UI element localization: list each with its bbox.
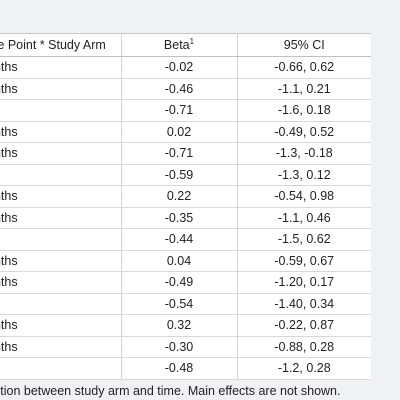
- row-ci: -1.3, 0.12: [236, 164, 371, 186]
- row-ci: -1.5, 0.62: [236, 228, 371, 251]
- row-label: onths: [0, 207, 121, 229]
- row-label: onths: [0, 78, 121, 100]
- table-row: ar-0.59-1.3, 0.12: [0, 164, 371, 186]
- row-beta: -0.59: [120, 164, 237, 186]
- table-row: ar-0.44-1.5, 0.62: [0, 228, 371, 251]
- table-row: onths-0.02-0.66, 0.62: [0, 56, 371, 79]
- row-label: onths: [0, 121, 121, 143]
- row-label: onths: [0, 271, 121, 294]
- row-ci: -1.3, -0.18: [236, 142, 371, 165]
- row-label: onths: [0, 185, 121, 208]
- row-beta: -0.02: [120, 56, 237, 79]
- table-row: onths-0.35-1.1, 0.46: [0, 207, 371, 229]
- table-header-row: me Point * Study Arm Beta1 95% CI: [0, 33, 371, 57]
- row-beta: -0.44: [120, 228, 237, 251]
- table-row: onths0.22-0.54, 0.98: [0, 185, 371, 208]
- row-ci: -0.66, 0.62: [236, 56, 371, 79]
- results-table: me Point * Study Arm Beta1 95% CI onths-…: [0, 33, 371, 380]
- header-95-ci: 95% CI: [236, 33, 371, 57]
- table-row: onths-0.71-1.3, -0.18: [0, 142, 371, 165]
- row-beta: -0.54: [120, 293, 237, 315]
- row-ci: -1.2, 0.28: [236, 357, 371, 380]
- row-beta: 0.02: [120, 121, 237, 143]
- table-row: onths0.02-0.49, 0.52: [0, 121, 371, 143]
- table-body: onths-0.02-0.66, 0.62onths-0.46-1.1, 0.2…: [0, 56, 371, 380]
- row-label: onths: [0, 142, 121, 165]
- row-ci: -1.1, 0.46: [236, 207, 371, 229]
- row-label: ar: [0, 228, 121, 251]
- header-beta: Beta1: [120, 33, 237, 57]
- row-beta: -0.48: [120, 357, 237, 380]
- table-row: onths0.04-0.59, 0.67: [0, 250, 371, 272]
- row-ci: -1.40, 0.34: [236, 293, 371, 315]
- header-beta-footnote-marker: 1: [189, 37, 195, 47]
- row-ci: -0.88, 0.28: [236, 336, 371, 358]
- row-ci: -1.1, 0.21: [236, 78, 371, 100]
- row-ci: -0.49, 0.52: [236, 121, 371, 143]
- top-spacer: [0, 0, 400, 33]
- row-label: ar: [0, 164, 121, 186]
- row-beta: -0.35: [120, 207, 237, 229]
- row-ci: -1.20, 0.17: [236, 271, 371, 294]
- row-beta: 0.32: [120, 314, 237, 337]
- table-row: onths-0.46-1.1, 0.21: [0, 78, 371, 100]
- row-beta: 0.22: [120, 185, 237, 208]
- row-label: ar: [0, 357, 121, 380]
- table-row: ar-0.54-1.40, 0.34: [0, 293, 371, 315]
- row-label: onths: [0, 250, 121, 272]
- row-beta: -0.46: [120, 78, 237, 100]
- header-time-point-study-arm: me Point * Study Arm: [0, 33, 121, 57]
- row-label: ar: [0, 293, 121, 315]
- row-ci: -0.22, 0.87: [236, 314, 371, 337]
- row-label: onths: [0, 336, 121, 358]
- row-beta: -0.71: [120, 99, 237, 122]
- table-row: ar-0.48-1.2, 0.28: [0, 357, 371, 380]
- row-beta: -0.30: [120, 336, 237, 358]
- row-beta: 0.04: [120, 250, 237, 272]
- row-ci: -0.54, 0.98: [236, 185, 371, 208]
- row-label: onths: [0, 56, 121, 79]
- row-beta: -0.49: [120, 271, 237, 294]
- table-row: onths0.32-0.22, 0.87: [0, 314, 371, 337]
- row-label: onths: [0, 314, 121, 337]
- header-beta-label: Beta: [163, 38, 190, 53]
- row-ci: -1.6, 0.18: [236, 99, 371, 122]
- table-footnote: ction between study arm and time. Main e…: [0, 383, 341, 398]
- row-ci: -0.59, 0.67: [236, 250, 371, 272]
- table-row: onths-0.30-0.88, 0.28: [0, 336, 371, 358]
- row-label: ar: [0, 99, 121, 122]
- table-row: onths-0.49-1.20, 0.17: [0, 271, 371, 294]
- table-row: ar-0.71-1.6, 0.18: [0, 99, 371, 122]
- row-beta: -0.71: [120, 142, 237, 165]
